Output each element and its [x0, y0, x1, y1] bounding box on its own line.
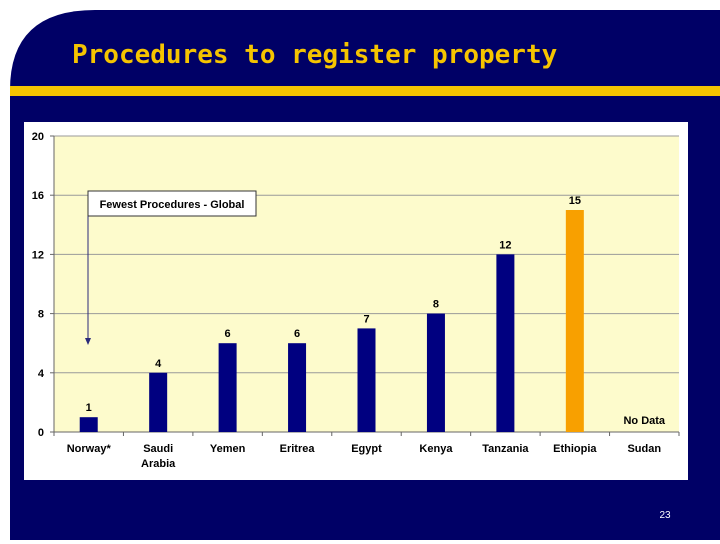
bar — [149, 372, 168, 432]
y-tick-label: 4 — [38, 368, 45, 380]
bar — [79, 417, 98, 432]
accent-bar — [10, 86, 720, 96]
x-tick-label: Kenya — [419, 443, 453, 455]
bar — [565, 210, 584, 432]
y-tick-label: 0 — [38, 427, 44, 439]
x-tick-label: Arabia — [141, 458, 176, 470]
annotation: Fewest Procedures - Global — [85, 190, 257, 345]
x-tick-label: Saudi — [143, 443, 173, 455]
annotation-text: Fewest Procedures - Global — [100, 199, 245, 211]
data-label: 12 — [499, 239, 511, 251]
data-label: 6 — [294, 328, 300, 340]
x-tick-label: Tanzania — [482, 443, 529, 455]
data-label: 6 — [225, 328, 231, 340]
x-tick-label: Sudan — [627, 443, 661, 455]
data-label: 15 — [569, 195, 581, 207]
page-number: 23 — [659, 510, 671, 521]
x-tick-label: Egypt — [351, 443, 382, 455]
x-tick-label: Ethiopia — [553, 443, 597, 455]
bar — [496, 254, 515, 432]
data-label: No Data — [623, 415, 665, 427]
annotation-arrow-head — [85, 338, 91, 345]
x-tick-label: Yemen — [210, 443, 246, 455]
y-axis-ticks: 0 4 8 12 16 20 — [32, 131, 54, 439]
bar — [218, 343, 237, 432]
y-tick-label: 12 — [32, 249, 44, 261]
data-label: 1 — [86, 402, 92, 414]
bar — [288, 343, 307, 432]
data-label: 4 — [155, 358, 162, 370]
data-labels: 1 4 6 6 7 8 12 15 No Data — [86, 195, 666, 427]
slide-title: Procedures to register property — [72, 40, 558, 70]
x-axis-labels: Norway* Saudi Arabia Yemen Eritrea Egypt Kenya… — [67, 443, 662, 470]
bar — [426, 313, 445, 432]
bars — [79, 210, 584, 432]
data-label: 8 — [433, 299, 439, 311]
y-tick-label: 16 — [32, 190, 44, 202]
x-tick-label: Eritrea — [280, 443, 316, 455]
annotation-box — [87, 190, 257, 217]
y-tick-label: 8 — [38, 309, 44, 321]
bar — [357, 328, 376, 432]
data-label: 7 — [363, 313, 369, 325]
x-tick-label: Norway* — [67, 443, 112, 455]
y-tick-label: 20 — [32, 131, 44, 143]
